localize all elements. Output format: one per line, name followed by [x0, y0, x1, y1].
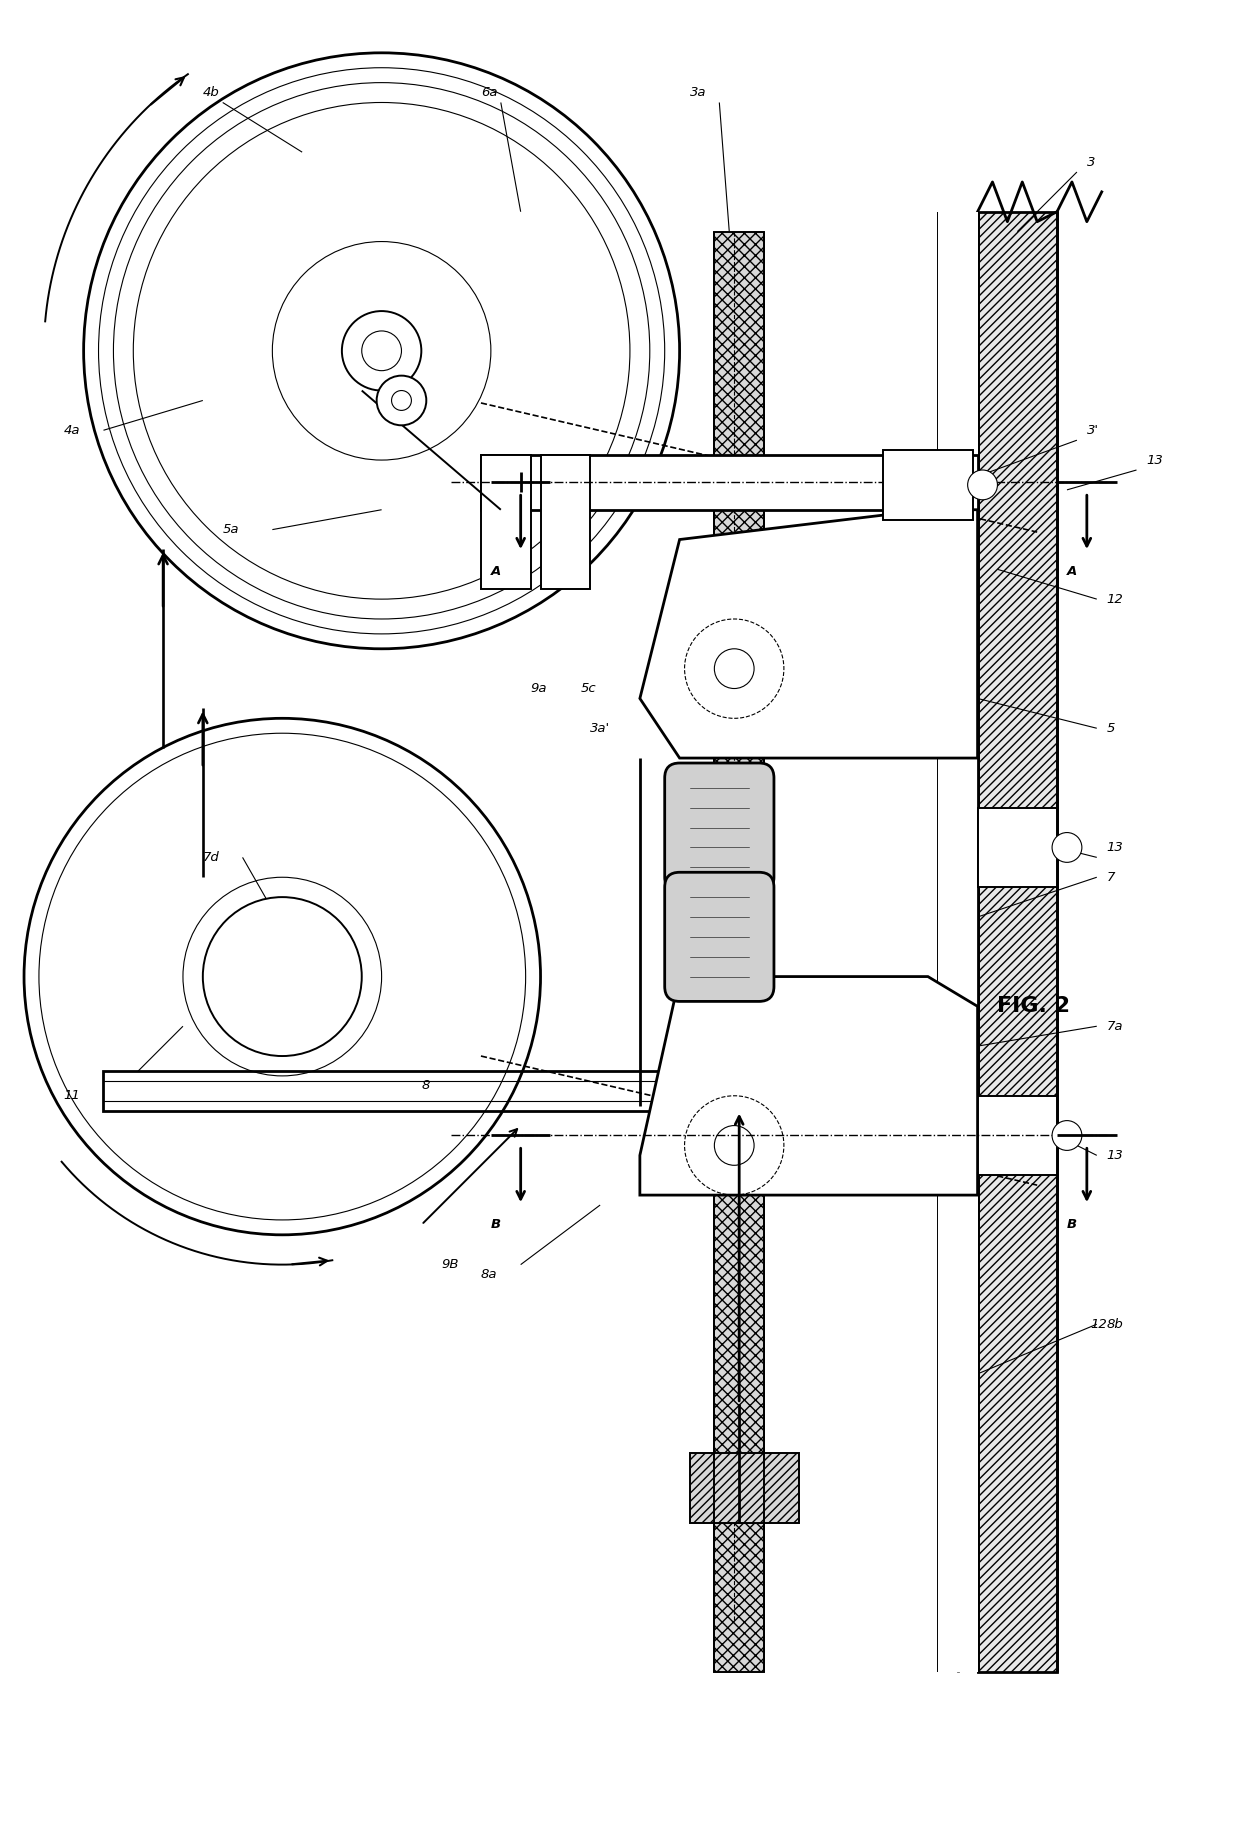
Text: 8: 8 — [422, 1080, 430, 1093]
Polygon shape — [640, 510, 977, 758]
Circle shape — [1052, 1120, 1081, 1151]
Text: 3: 3 — [1086, 155, 1095, 168]
Bar — [714, 232, 764, 1672]
Circle shape — [1052, 833, 1081, 862]
Circle shape — [967, 470, 997, 501]
Bar — [714, 1111, 764, 1524]
Text: 7d: 7d — [203, 851, 219, 864]
Text: 3': 3' — [1086, 424, 1099, 437]
Text: 5: 5 — [1107, 722, 1115, 734]
Text: 12: 12 — [1107, 592, 1123, 605]
Text: 6a: 6a — [481, 86, 497, 99]
Bar — [977, 1096, 1056, 1175]
Text: 13: 13 — [1147, 453, 1163, 466]
Text: B: B — [491, 1219, 501, 1231]
Text: A: A — [1066, 565, 1078, 579]
Text: 5a: 5a — [223, 523, 239, 535]
Bar — [481, 455, 531, 588]
Polygon shape — [640, 977, 977, 1195]
Bar — [541, 455, 590, 588]
FancyBboxPatch shape — [665, 871, 774, 1001]
Text: 9a: 9a — [531, 681, 547, 694]
Text: 5c: 5c — [580, 681, 596, 694]
Circle shape — [203, 897, 362, 1056]
Bar — [937, 212, 977, 1672]
Bar — [481, 455, 977, 510]
Bar — [977, 808, 1056, 888]
Text: 8a: 8a — [481, 1268, 497, 1281]
Circle shape — [362, 331, 402, 371]
Text: 4b: 4b — [203, 86, 219, 99]
Text: A: A — [491, 565, 501, 579]
Circle shape — [377, 376, 427, 426]
Text: 12: 12 — [1090, 1317, 1107, 1330]
Bar — [103, 1071, 977, 1111]
Text: 7a: 7a — [1107, 1019, 1123, 1032]
Text: 7: 7 — [1107, 871, 1115, 884]
Bar — [689, 1452, 799, 1524]
Text: 13: 13 — [1107, 840, 1123, 853]
Bar — [977, 212, 1056, 1672]
Text: 11: 11 — [63, 1089, 81, 1102]
Circle shape — [392, 391, 412, 411]
Text: 13: 13 — [1107, 1149, 1123, 1162]
Text: 4a: 4a — [63, 424, 81, 437]
Bar — [883, 449, 972, 519]
Text: 3a': 3a' — [590, 722, 610, 734]
FancyBboxPatch shape — [665, 764, 774, 892]
Text: 3a: 3a — [689, 86, 706, 99]
Text: FIG. 2: FIG. 2 — [997, 996, 1070, 1016]
Text: B: B — [1066, 1219, 1078, 1231]
Circle shape — [342, 311, 422, 391]
Text: 8b: 8b — [1107, 1317, 1123, 1330]
Text: 9B: 9B — [441, 1259, 459, 1272]
